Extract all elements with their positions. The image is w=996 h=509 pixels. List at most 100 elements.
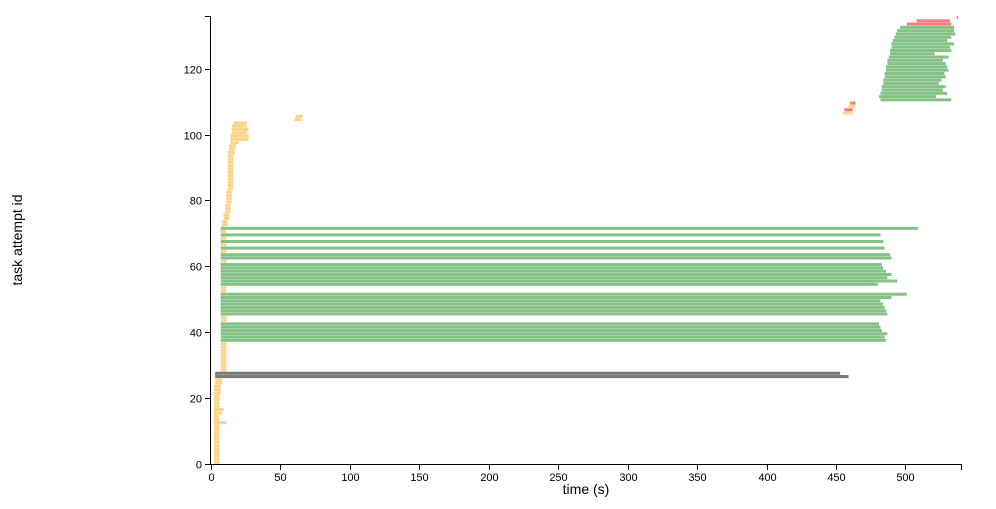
y-tick-label: 80 (190, 196, 202, 208)
task-bar (884, 72, 945, 76)
task-bar (220, 358, 227, 362)
task-bar (881, 88, 943, 92)
task-bar (227, 170, 234, 174)
task-bar (224, 203, 231, 207)
task-bar (220, 243, 227, 247)
x-tick-label: 0 (208, 472, 214, 484)
task-bar (906, 22, 952, 26)
task-bar (231, 128, 249, 132)
task-bar (881, 85, 946, 89)
task-bar (213, 450, 220, 454)
task-bar (227, 160, 234, 164)
task-bar (890, 52, 935, 56)
task-bar (220, 352, 227, 356)
task-bar (220, 309, 887, 313)
task-bar (213, 460, 220, 464)
task-bar (226, 200, 232, 204)
task-bar (220, 325, 881, 329)
task-bar (956, 16, 959, 20)
task-bar (213, 391, 221, 395)
task-bar (886, 65, 948, 69)
task-bar (213, 424, 220, 428)
task-bar (213, 398, 220, 402)
task-bar (848, 104, 856, 108)
task-bar (213, 401, 220, 405)
y-tick-label: 40 (190, 328, 202, 340)
task-bar (220, 279, 898, 283)
task-bar (213, 421, 227, 425)
x-tick-label: 450 (827, 472, 845, 484)
task-bar (227, 164, 234, 168)
y-tick-label: 100 (184, 131, 202, 143)
task-bar (894, 35, 952, 39)
task-bar (220, 233, 881, 237)
task-bar (227, 180, 234, 184)
x-tick-label: 50 (274, 472, 286, 484)
task-bar (213, 404, 220, 408)
task-bar (215, 381, 223, 385)
task-bar (879, 95, 936, 99)
task-bar (229, 147, 235, 151)
task-bar (220, 296, 892, 300)
task-bar (231, 124, 248, 128)
task-bar (891, 42, 955, 46)
task-bar (231, 131, 248, 135)
task-bar (220, 332, 888, 336)
task-bar (224, 210, 231, 214)
task-bar (890, 48, 952, 52)
task-bar (887, 58, 943, 62)
task-bar (213, 444, 220, 448)
task-bar (215, 371, 841, 375)
task-bar (220, 269, 887, 273)
x-tick-label: 500 (896, 472, 914, 484)
task-bar (213, 394, 220, 398)
task-bar (213, 431, 220, 435)
x-tick-label: 250 (549, 472, 567, 484)
task-bar (220, 246, 885, 250)
task-bar (842, 111, 853, 115)
task-bar (895, 32, 956, 36)
task-bar (227, 187, 234, 191)
task-bar (213, 408, 224, 412)
x-tick-label: 300 (619, 472, 637, 484)
x-tick-label: 100 (341, 472, 359, 484)
task-bar (224, 207, 231, 211)
task-bar (891, 45, 950, 49)
task-bar (886, 68, 949, 72)
y-tick-label: 60 (190, 262, 202, 274)
task-bar (230, 141, 239, 145)
task-bar (227, 184, 234, 188)
task-bar (880, 91, 948, 95)
task-bar (230, 137, 249, 141)
task-bar (227, 167, 234, 171)
task-bar (220, 355, 227, 359)
task-bar (226, 193, 232, 197)
bars-layer (213, 16, 959, 464)
task-bar (220, 249, 227, 253)
task-bar (227, 154, 234, 158)
task-bar (220, 282, 878, 286)
task-bar (220, 312, 888, 316)
task-bar (227, 151, 235, 155)
task-bar (223, 213, 230, 217)
task-bar (213, 388, 221, 392)
task-bar (220, 292, 907, 296)
task-bar (892, 39, 948, 43)
task-bar (213, 414, 220, 418)
task-bar (220, 345, 227, 349)
task-bar (220, 315, 227, 319)
task-bar (880, 98, 952, 102)
task-bar (220, 256, 892, 260)
y-axis-title: task attempt id (9, 194, 25, 285)
task-bar (887, 62, 946, 66)
task-bar (213, 434, 220, 438)
task-bar (849, 101, 856, 105)
x-axis-title: time (s) (563, 481, 610, 497)
task-bar (213, 384, 221, 388)
axes-layer: 0 50 100 150 200 250 300 350 400 450 500 0 20 40 60 80 1… (184, 16, 962, 484)
task-bar (294, 118, 302, 122)
task-bar (213, 454, 220, 458)
task-bar (220, 328, 882, 332)
